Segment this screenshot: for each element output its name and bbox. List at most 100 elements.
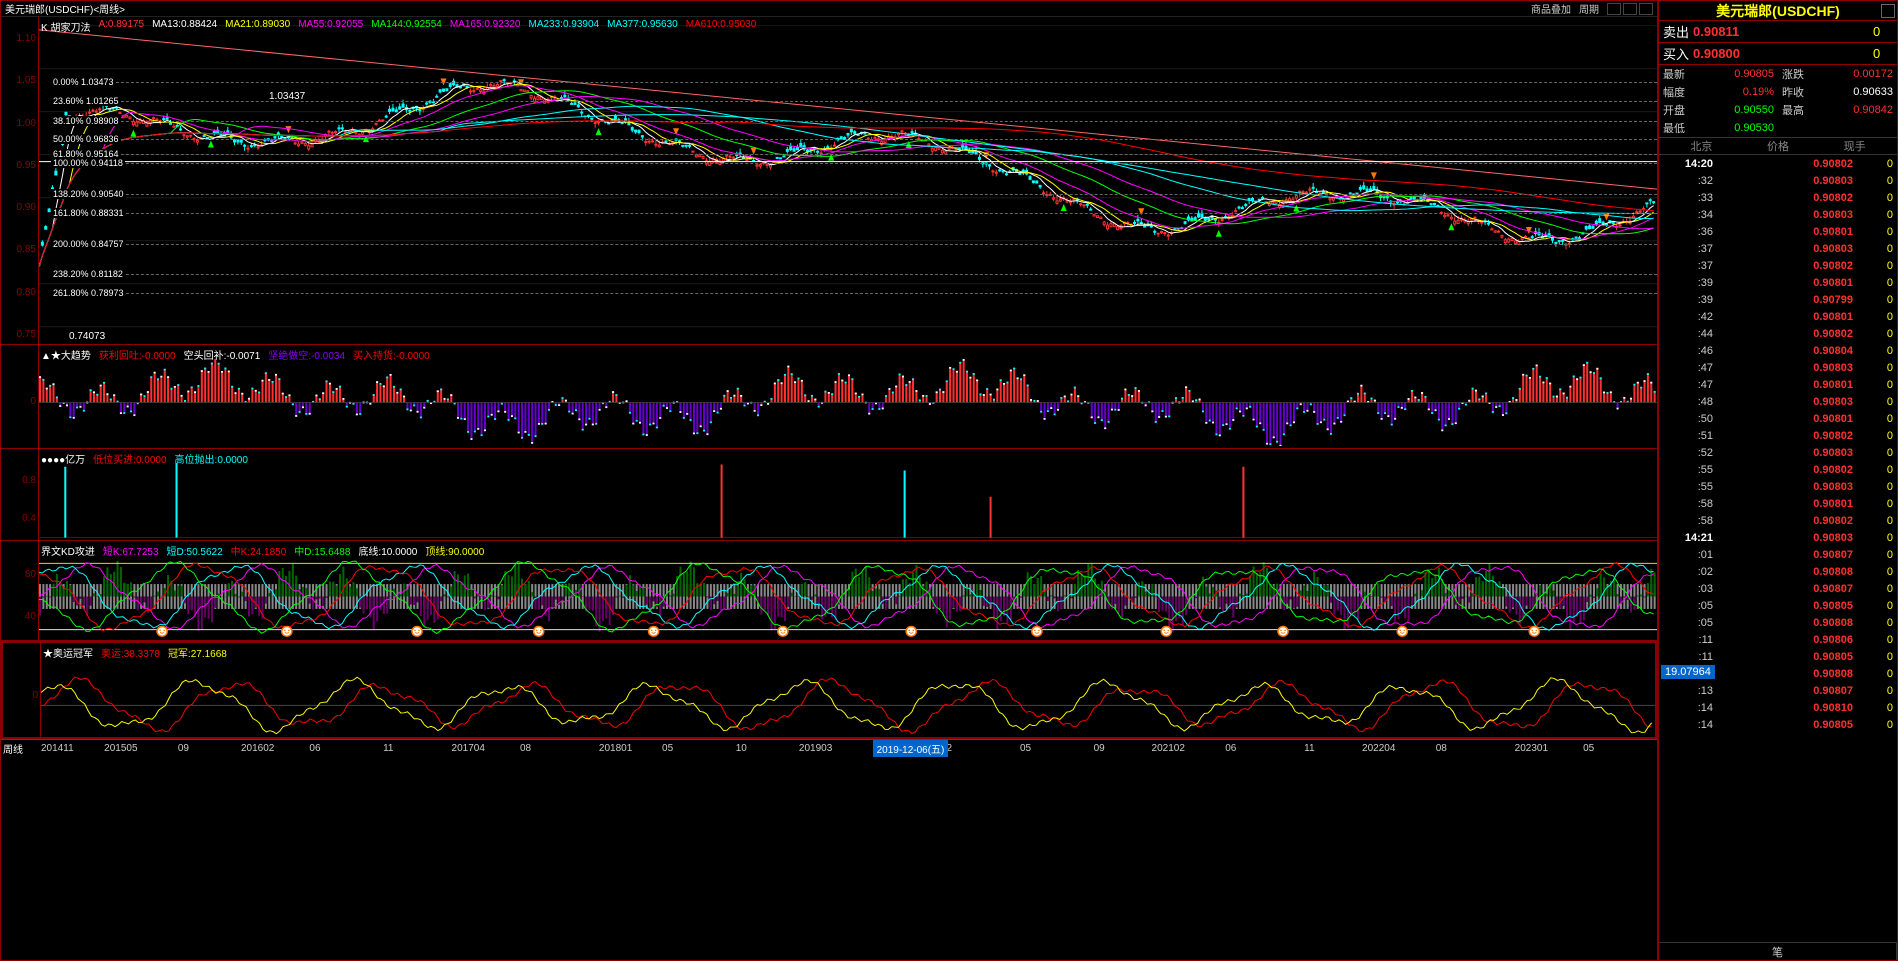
time-tick: 11 — [383, 743, 393, 754]
sell-label: 卖出 — [1663, 22, 1693, 41]
time-tick: 201505 — [104, 743, 137, 754]
sub1-title: ▲★大趋势获利回吐:-0.0000空头回补:-0.0071坚绝做空:-0.003… — [41, 347, 430, 362]
tick-row: 14:210.908030 — [1659, 529, 1897, 546]
chart-title: 美元瑞郎(USDCHF)<周线> — [5, 1, 1531, 16]
ticks-col-time: 北京 — [1663, 138, 1740, 154]
legend-item: MA165:0.92320 — [450, 19, 521, 34]
legend-item: MA610:0.95030 — [686, 19, 757, 34]
tick-row: :030.908070 — [1659, 580, 1897, 597]
tick-row: :550.908030 — [1659, 478, 1897, 495]
time-tick: 202204 — [1362, 743, 1395, 754]
menu-period[interactable]: 周期 — [1579, 1, 1599, 16]
legend-item: MA13:0.88424 — [152, 19, 217, 34]
sub2-plot[interactable] — [39, 463, 1657, 538]
sub4-title: ★奥运冠军奥运:38.3378冠军:27.1668 — [43, 645, 227, 660]
time-tick: 08 — [520, 743, 531, 754]
quote-title: 美元瑞郎(USDCHF) — [1659, 1, 1897, 21]
tick-row: :420.908010 — [1659, 308, 1897, 325]
tick-row: :470.908010 — [1659, 376, 1897, 393]
fib-level: 138.20% 0.90540 — [51, 194, 1657, 195]
quote-panel: 美元瑞郎(USDCHF) 卖出 0.90811 0 买入 0.90800 0 最… — [1658, 0, 1898, 961]
toolbar-icon-2[interactable] — [1623, 3, 1637, 15]
fib-level: 38.10% 0.98908 — [51, 121, 1657, 122]
sub1-plot[interactable] — [39, 359, 1657, 446]
tick-row: :510.908020 — [1659, 427, 1897, 444]
tick-row: :140.908050 — [1659, 716, 1897, 733]
time-tick: 09 — [1094, 743, 1105, 754]
tick-row: :390.907990 — [1659, 291, 1897, 308]
time-tick: 201801 — [599, 743, 632, 754]
subchart-olympic[interactable]: ★奥运冠军奥运:38.3378冠军:27.1668 0 — [1, 641, 1657, 739]
subchart-kd[interactable]: 界文KD攻进短K:67.7253短D:50.5622中K:24.1850中D:1… — [1, 541, 1657, 641]
foot-tab-bi[interactable]: 笔 — [1659, 943, 1897, 960]
tick-row: :580.908010 — [1659, 495, 1897, 512]
sub2-yaxis: 0.80.4 — [1, 449, 39, 540]
main-price-chart[interactable]: K 胡家刀法A:0.89175MA13:0.88424MA21:0.89030M… — [1, 17, 1657, 345]
tick-row: :480.908030 — [1659, 393, 1897, 410]
price-marker: 0.74073 — [69, 331, 105, 342]
tick-row: :580.908020 — [1659, 512, 1897, 529]
quote-stats: 最新0.90805涨跌0.00172幅度0.19%昨收0.90633开盘0.90… — [1659, 65, 1897, 137]
time-axis[interactable]: 周线 2014112015050920160206112017040820180… — [1, 739, 1657, 757]
subchart-trend[interactable]: ▲★大趋势获利回吐:-0.0000空头回补:-0.0071坚绝做空:-0.003… — [1, 345, 1657, 449]
legend-item: MA144:0.92554 — [371, 19, 442, 34]
subchart-yiwang[interactable]: ●●●●亿万低位买进:0.0000高位抛出:0.0000 0.80.4 — [1, 449, 1657, 541]
tick-badge: 19.07964 — [1661, 665, 1715, 679]
toolbar-icon-3[interactable] — [1639, 3, 1653, 15]
tick-row: :360.908010 — [1659, 223, 1897, 240]
menu-add-overlay[interactable]: 商品叠加 — [1531, 1, 1571, 16]
tick-row: :470.908030 — [1659, 359, 1897, 376]
time-tick: 05 — [662, 743, 673, 754]
sub3-plot[interactable] — [39, 555, 1657, 638]
fib-level: 50.00% 0.96836 — [51, 139, 1657, 140]
ticks-col-price: 价格 — [1740, 138, 1817, 154]
tick-row: :050.908080 — [1659, 614, 1897, 631]
legend-item: MA233:0.93904 — [529, 19, 600, 34]
time-tick: 201602 — [241, 743, 274, 754]
tick-row: :460.908040 — [1659, 342, 1897, 359]
sub1-yaxis: 0 — [1, 345, 39, 448]
main-yaxis: 1.101.051.000.950.900.850.800.75 — [1, 17, 39, 344]
sub2-title: ●●●●亿万低位买进:0.0000高位抛出:0.0000 — [41, 451, 248, 466]
stat-item — [1778, 119, 1897, 137]
time-tick: 09 — [178, 743, 189, 754]
stat-item: 最低0.90530 — [1659, 119, 1778, 137]
sell-value: 0.90811 — [1693, 24, 1873, 39]
tick-row: :050.908050 — [1659, 597, 1897, 614]
tick-row: :440.908020 — [1659, 325, 1897, 342]
time-tick: 201903 — [799, 743, 832, 754]
tick-row: :550.908020 — [1659, 461, 1897, 478]
toolbar-icon-1[interactable] — [1607, 3, 1621, 15]
tick-row: :010.908070 — [1659, 546, 1897, 563]
fib-level: 161.80% 0.88331 — [51, 213, 1657, 214]
tick-row: :500.908010 — [1659, 410, 1897, 427]
sub4-plot[interactable] — [41, 657, 1655, 735]
time-tick: 201704 — [452, 743, 485, 754]
sell-extra: 0 — [1873, 24, 1893, 39]
legend-item: MA377:0.95630 — [607, 19, 678, 34]
ticks-col-vol: 现手 — [1816, 138, 1893, 154]
stat-item: 最高0.90842 — [1778, 101, 1897, 119]
time-tick: 06 — [309, 743, 320, 754]
stat-item: 涨跌0.00172 — [1778, 65, 1897, 83]
ticks-header: 北京 价格 现手 — [1659, 137, 1897, 155]
tick-row: :520.908030 — [1659, 444, 1897, 461]
main-plot[interactable]: 0.00% 1.0347323.60% 1.0126538.10% 0.9890… — [39, 17, 1657, 344]
quote-title-text: 美元瑞郎(USDCHF) — [1716, 1, 1840, 21]
tick-row: :370.908020 — [1659, 257, 1897, 274]
legend-item: A:0.89175 — [98, 19, 144, 34]
fib-level: 200.00% 0.84757 — [51, 244, 1657, 245]
legend-item: MA21:0.89030 — [225, 19, 290, 34]
ticks-list[interactable]: 14:200.908020:320.908030:330.908020:340.… — [1659, 155, 1897, 942]
cursor-date: 2019-12-06(五) — [873, 740, 949, 757]
tick-row: :110.908050 — [1659, 648, 1897, 665]
fib-level: 0.00% 1.03473 — [51, 82, 1657, 83]
tick-row: :140.908100 — [1659, 699, 1897, 716]
tick-row: :370.908030 — [1659, 240, 1897, 257]
tick-row: :130.908070 — [1659, 682, 1897, 699]
stat-item: 开盘0.90550 — [1659, 101, 1778, 119]
panel-window-icon[interactable] — [1881, 4, 1895, 18]
time-tick: 08 — [1436, 743, 1447, 754]
buy-row: 买入 0.90800 0 — [1659, 43, 1897, 65]
time-tick: 11 — [1304, 743, 1314, 754]
